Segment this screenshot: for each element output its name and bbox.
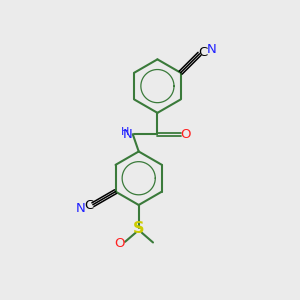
Text: C: C	[85, 200, 94, 212]
Text: C: C	[199, 46, 208, 59]
Text: N: N	[207, 44, 217, 56]
Text: S: S	[133, 221, 145, 236]
Text: O: O	[114, 237, 125, 250]
Text: H: H	[121, 128, 129, 137]
Text: O: O	[181, 128, 191, 141]
Text: N: N	[76, 202, 86, 215]
Text: N: N	[122, 128, 132, 141]
